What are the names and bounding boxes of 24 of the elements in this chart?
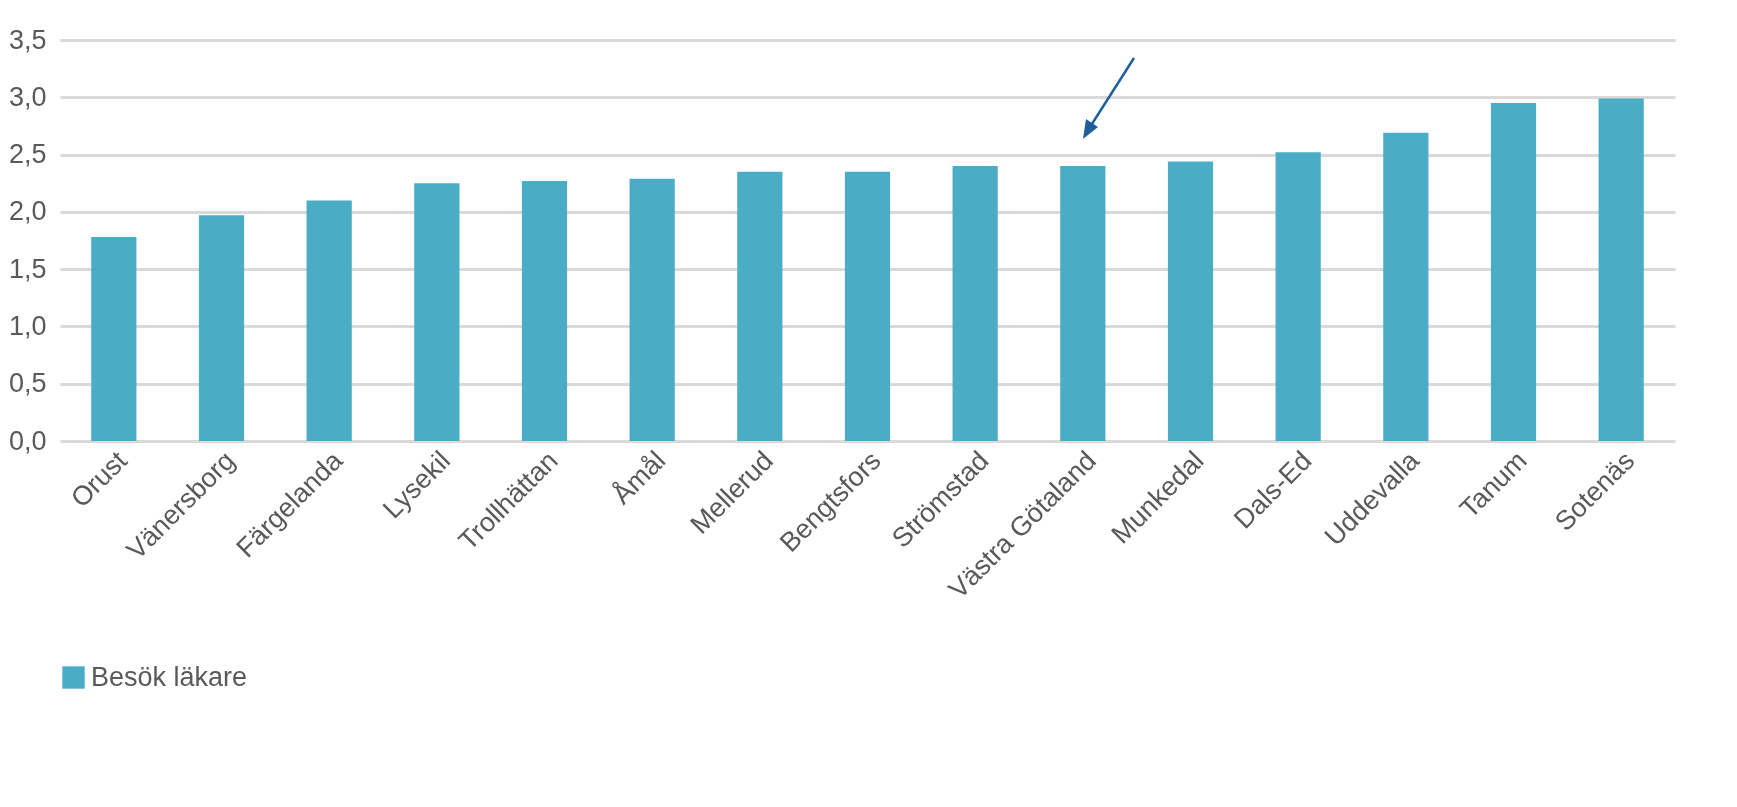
bar — [1490, 103, 1537, 441]
bar — [1598, 98, 1644, 441]
y-tick-label: 0,5 — [8, 368, 47, 399]
bar — [91, 237, 137, 441]
bar — [952, 166, 998, 441]
y-tick-label: 3,0 — [8, 81, 47, 112]
bar — [1383, 132, 1429, 441]
legend-label: Besök läkare — [91, 661, 248, 692]
y-tick-label: 1,0 — [8, 310, 47, 341]
bar — [1060, 166, 1106, 441]
bar — [198, 215, 245, 441]
bar — [1275, 152, 1321, 441]
y-tick-label: 0,0 — [8, 425, 47, 456]
y-tick-label: 2,0 — [8, 196, 47, 227]
y-tick-label: 1,5 — [8, 253, 47, 284]
y-tick-label: 3,5 — [8, 24, 47, 55]
bar — [306, 200, 352, 441]
bar — [737, 171, 783, 441]
bar — [414, 183, 460, 441]
bar — [521, 180, 568, 441]
y-tick-label: 2,5 — [8, 139, 47, 170]
bar — [1167, 161, 1214, 441]
bar — [629, 178, 675, 441]
bar — [844, 171, 891, 441]
